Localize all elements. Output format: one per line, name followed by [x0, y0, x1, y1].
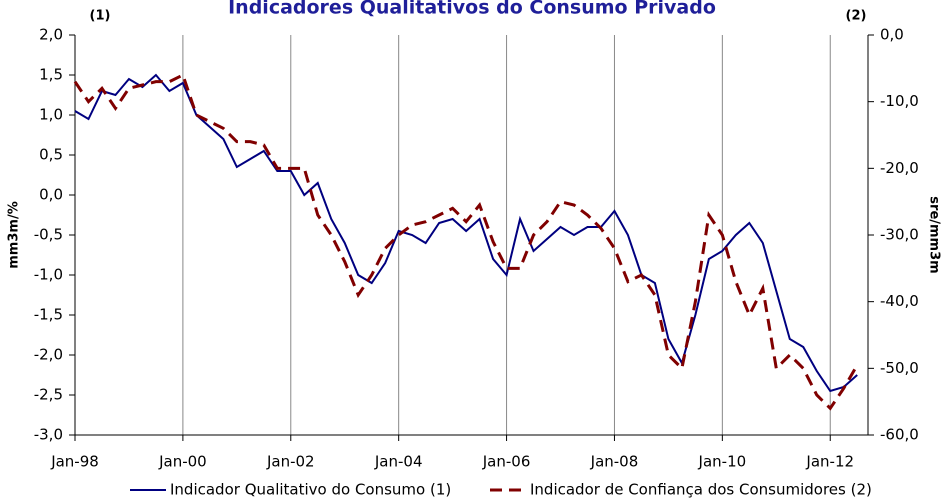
x-tick-label: Jan-04 — [374, 453, 423, 471]
y2-axis-label: sre/mm3m — [927, 196, 942, 273]
x-tick-label: Jan-98 — [50, 453, 99, 471]
y2-tick-label: -60,0 — [880, 426, 919, 444]
annotation: (2) — [846, 9, 867, 24]
annotation: (1) — [90, 9, 111, 24]
y2-tick-label: 0,0 — [880, 26, 904, 44]
series-line — [73, 72, 859, 411]
y2-tick-label: -20,0 — [880, 159, 919, 177]
legend-label: Indicador de Confiança dos Consumidores … — [530, 481, 872, 499]
x-tick-label: Jan-06 — [482, 453, 531, 471]
y-tick-label: 1,5 — [39, 66, 63, 84]
x-tick-label: Jan-12 — [805, 453, 854, 471]
y-tick-label: -1,0 — [34, 266, 63, 284]
legend-label: Indicador Qualitativo do Consumo (1) — [170, 481, 451, 499]
y-tick-label: -2,5 — [34, 386, 63, 404]
x-tick-label: Jan-02 — [266, 453, 315, 471]
y2-tick-label: -40,0 — [880, 292, 919, 310]
x-tick-label: Jan-00 — [158, 453, 207, 471]
y-tick-label: 2,0 — [39, 26, 63, 44]
y-tick-label: 1,0 — [39, 106, 63, 124]
y2-tick-label: -10,0 — [880, 92, 919, 110]
y2-tick-label: -30,0 — [880, 226, 919, 244]
y-tick-label: -3,0 — [34, 426, 63, 444]
chart-title: Indicadores Qualitativos do Consumo Priv… — [228, 0, 716, 19]
y-tick-label: -2,0 — [34, 346, 63, 364]
y-axis-label: mm3m/% — [7, 201, 22, 268]
y-tick-label: 0,5 — [39, 146, 63, 164]
y-tick-label: -1,5 — [34, 306, 63, 324]
y2-tick-label: -50,0 — [880, 359, 919, 377]
series-line — [74, 73, 858, 393]
x-tick-label: Jan-10 — [698, 453, 747, 471]
y-tick-label: 0,0 — [39, 186, 63, 204]
x-tick-label: Jan-08 — [590, 453, 639, 471]
y-tick-label: -0,5 — [34, 226, 63, 244]
